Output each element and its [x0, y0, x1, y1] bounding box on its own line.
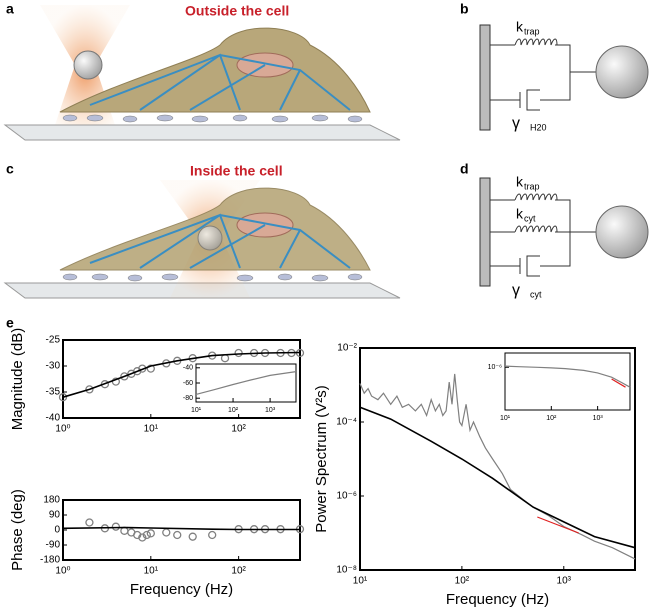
panel-label: a [6, 1, 14, 17]
panel-label: b [460, 1, 469, 17]
subscript: cyt [530, 289, 542, 299]
x-tick-label: 10⁰ [55, 566, 70, 577]
circuit [479, 177, 649, 287]
x-tick-label: 10¹ [191, 407, 202, 414]
data-point [146, 364, 155, 373]
data-point [85, 518, 94, 527]
data-line [359, 406, 636, 549]
x-tick-label: 10² [231, 566, 246, 577]
y-tick-label: 0 [54, 525, 60, 536]
data-point [234, 348, 243, 358]
data-line [504, 365, 631, 388]
panel-label: c [6, 161, 14, 177]
panel-label: d [460, 161, 469, 177]
subscript: trap [524, 181, 540, 191]
data-point [173, 530, 182, 540]
symbol: k [516, 174, 524, 190]
y-tick-label: -25 [46, 335, 61, 346]
data-line [195, 371, 297, 395]
x-tick-label: 10¹ [500, 415, 511, 422]
y-tick-label: 10⁻² [337, 343, 357, 354]
y-tick-label: 90 [49, 510, 61, 521]
y-tick-label: 180 [43, 495, 60, 506]
data-point [146, 529, 155, 538]
subscript: H20 [530, 122, 547, 132]
y-axis-label: Power Spectrum (V²s) [313, 385, 330, 533]
y-tick-label: -60 [183, 380, 193, 387]
y-tick-label: -40 [46, 413, 61, 424]
data-point [188, 532, 197, 541]
y-tick-label: 10⁻⁴ [336, 417, 357, 428]
data-line [611, 378, 626, 388]
y-tick-label: -90 [46, 540, 61, 551]
x-tick-label: 10² [228, 407, 239, 414]
data-line [537, 516, 579, 534]
symbol: k [516, 19, 524, 35]
cell-illustration [3, 5, 401, 141]
subscript: cyt [524, 213, 536, 223]
x-tick-label: 10² [231, 424, 246, 435]
y-tick-label: -30 [46, 361, 61, 372]
x-tick-label: 10³ [265, 407, 276, 414]
panel-title: Outside the cell [185, 3, 289, 19]
data-point [208, 530, 217, 540]
data-point [138, 533, 147, 542]
plot-frame [195, 363, 297, 403]
y-tick-label: -180 [40, 555, 60, 566]
symbol: γ [512, 282, 520, 299]
symbol: γ [512, 115, 520, 132]
circuit [479, 24, 649, 131]
data-line [62, 351, 301, 398]
y-tick-label: -80 [183, 395, 193, 402]
y-tick-label: 10⁻⁸ [336, 565, 357, 576]
y-axis-label: Phase (deg) [9, 489, 26, 571]
x-tick-label: 10² [546, 415, 557, 422]
x-tick-label: 10³ [593, 415, 604, 422]
symbol: k [516, 206, 524, 222]
y-tick-label: -35 [46, 387, 61, 398]
y-tick-label: 10⁻⁶ [488, 364, 502, 371]
data-point [120, 372, 129, 381]
x-tick-label: 10¹ [353, 576, 368, 587]
data-point [85, 385, 94, 394]
plot-frame [504, 352, 631, 411]
x-axis-label: Frequency (Hz) [446, 591, 549, 607]
x-tick-label: 10² [455, 576, 470, 587]
data-point [133, 530, 142, 540]
y-tick-label: -40 [183, 365, 193, 372]
data-line [62, 526, 300, 531]
subscript: trap [524, 26, 540, 36]
cell-illustration [3, 180, 401, 299]
x-tick-label: 10¹ [144, 424, 159, 435]
y-tick-label: 10⁻⁶ [336, 491, 357, 502]
x-tick-label: 10³ [557, 576, 572, 587]
panel-label: e [6, 315, 14, 331]
y-axis-label: Magnitude (dB) [9, 328, 26, 431]
data-point [111, 522, 121, 531]
data-point [58, 393, 68, 402]
x-tick-label: 10¹ [144, 566, 159, 577]
x-tick-label: 10⁰ [55, 424, 70, 435]
panel-title: Inside the cell [190, 163, 283, 179]
x-axis-label: Frequency (Hz) [130, 581, 233, 598]
data-point [142, 530, 151, 540]
